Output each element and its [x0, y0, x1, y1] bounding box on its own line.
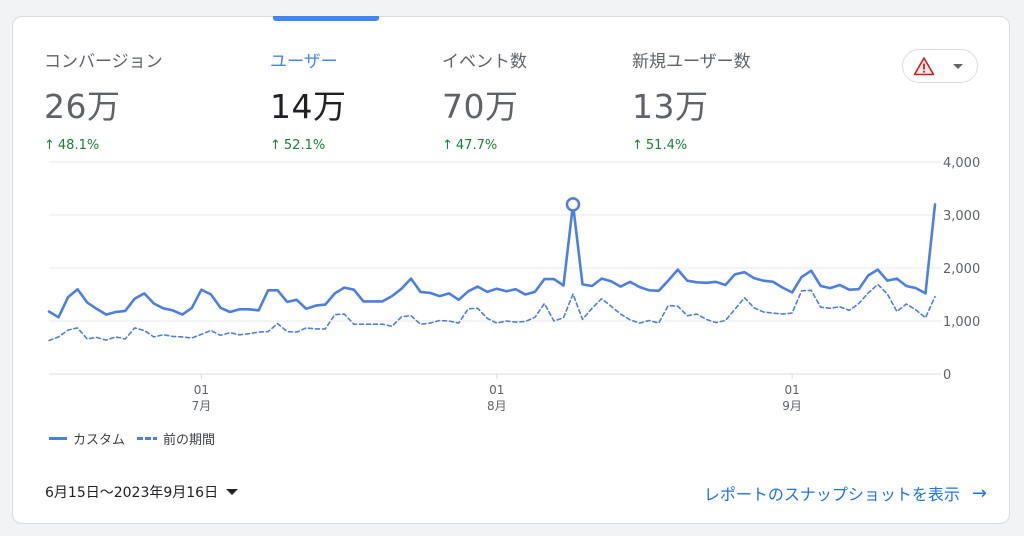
active-tab-indicator	[273, 16, 379, 21]
data-quality-warning-button[interactable]	[902, 49, 978, 83]
legend-dashed-swatch	[137, 437, 158, 440]
x-tick-day: 01	[489, 383, 504, 397]
metric-label: 新規ユーザー数	[632, 52, 751, 72]
metric-change-value: 51.4%	[645, 138, 688, 153]
metric-new-users[interactable]: 新規ユーザー数 13万 ↑ 51.4%	[632, 47, 751, 153]
x-tick-month: 8月	[487, 399, 507, 413]
highlight-point-marker	[565, 197, 581, 212]
caret-down-icon	[226, 489, 239, 495]
overview-card: コンバージョン 26万 ↑ 48.1% ユーザー 14万 ↑ 52.1% イベント数…	[12, 16, 1010, 524]
arrow-right-icon: →	[971, 482, 987, 504]
chart-legend: カスタム 前の期間	[49, 429, 215, 448]
y-tick-label: 4,000	[943, 156, 980, 171]
metric-change: ↑ 51.4%	[632, 138, 751, 153]
chevron-down-icon	[953, 64, 963, 69]
line-chart: 0 1,000 2,000 3,000 4,000 01 7月 01 8月 01 9月	[47, 156, 980, 413]
legend-solid-swatch	[49, 437, 67, 440]
x-tick-month: 7月	[192, 399, 212, 413]
arrow-up-icon: ↑	[270, 138, 281, 153]
metric-change: ↑ 48.1%	[44, 138, 163, 153]
snapshot-link-label: レポートのスナップショットを表示	[703, 485, 960, 504]
metric-change-value: 48.1%	[57, 138, 100, 153]
y-tick-label: 2,000	[943, 262, 980, 277]
y-tick-label: 0	[943, 368, 951, 383]
metric-events[interactable]: イベント数 70万 ↑ 47.7%	[442, 47, 527, 153]
previous-period-line	[48, 283, 936, 342]
metric-label: イベント数	[442, 52, 527, 72]
metric-users[interactable]: ユーザー 14万 ↑ 52.1%	[270, 47, 347, 153]
y-tick-label: 1,000	[943, 315, 980, 330]
arrow-up-icon: ↑	[632, 138, 643, 153]
metric-value: 26万	[44, 87, 121, 126]
metric-label: ユーザー	[270, 52, 338, 72]
legend-previous-label: 前の期間	[163, 433, 216, 448]
metric-change: ↑ 47.7%	[442, 138, 527, 153]
x-tick-day: 01	[784, 383, 799, 397]
legend-current-label: カスタム	[73, 433, 126, 448]
metric-change: ↑ 52.1%	[270, 138, 347, 153]
x-tick-month: 9月	[782, 399, 802, 413]
metric-value: 14万	[270, 87, 347, 126]
x-tick-day: 01	[194, 383, 209, 397]
date-range-label: 6月15日〜2023年9月16日	[45, 485, 219, 501]
warning-triangle-icon	[913, 57, 935, 76]
view-snapshot-link[interactable]: レポートのスナップショットを表示 →	[704, 481, 987, 505]
date-range-selector[interactable]: 6月15日〜2023年9月16日	[45, 482, 239, 502]
metric-value: 70万	[442, 87, 519, 126]
metric-change-value: 47.7%	[455, 138, 498, 153]
arrow-up-icon: ↑	[442, 138, 453, 153]
metric-label: コンバージョン	[44, 52, 163, 72]
y-tick-label: 3,000	[943, 209, 980, 224]
metric-value: 13万	[632, 87, 709, 126]
current-period-line	[47, 203, 937, 319]
metric-conversions[interactable]: コンバージョン 26万 ↑ 48.1%	[44, 47, 163, 153]
arrow-up-icon: ↑	[44, 138, 55, 153]
metric-change-value: 52.1%	[283, 138, 326, 153]
